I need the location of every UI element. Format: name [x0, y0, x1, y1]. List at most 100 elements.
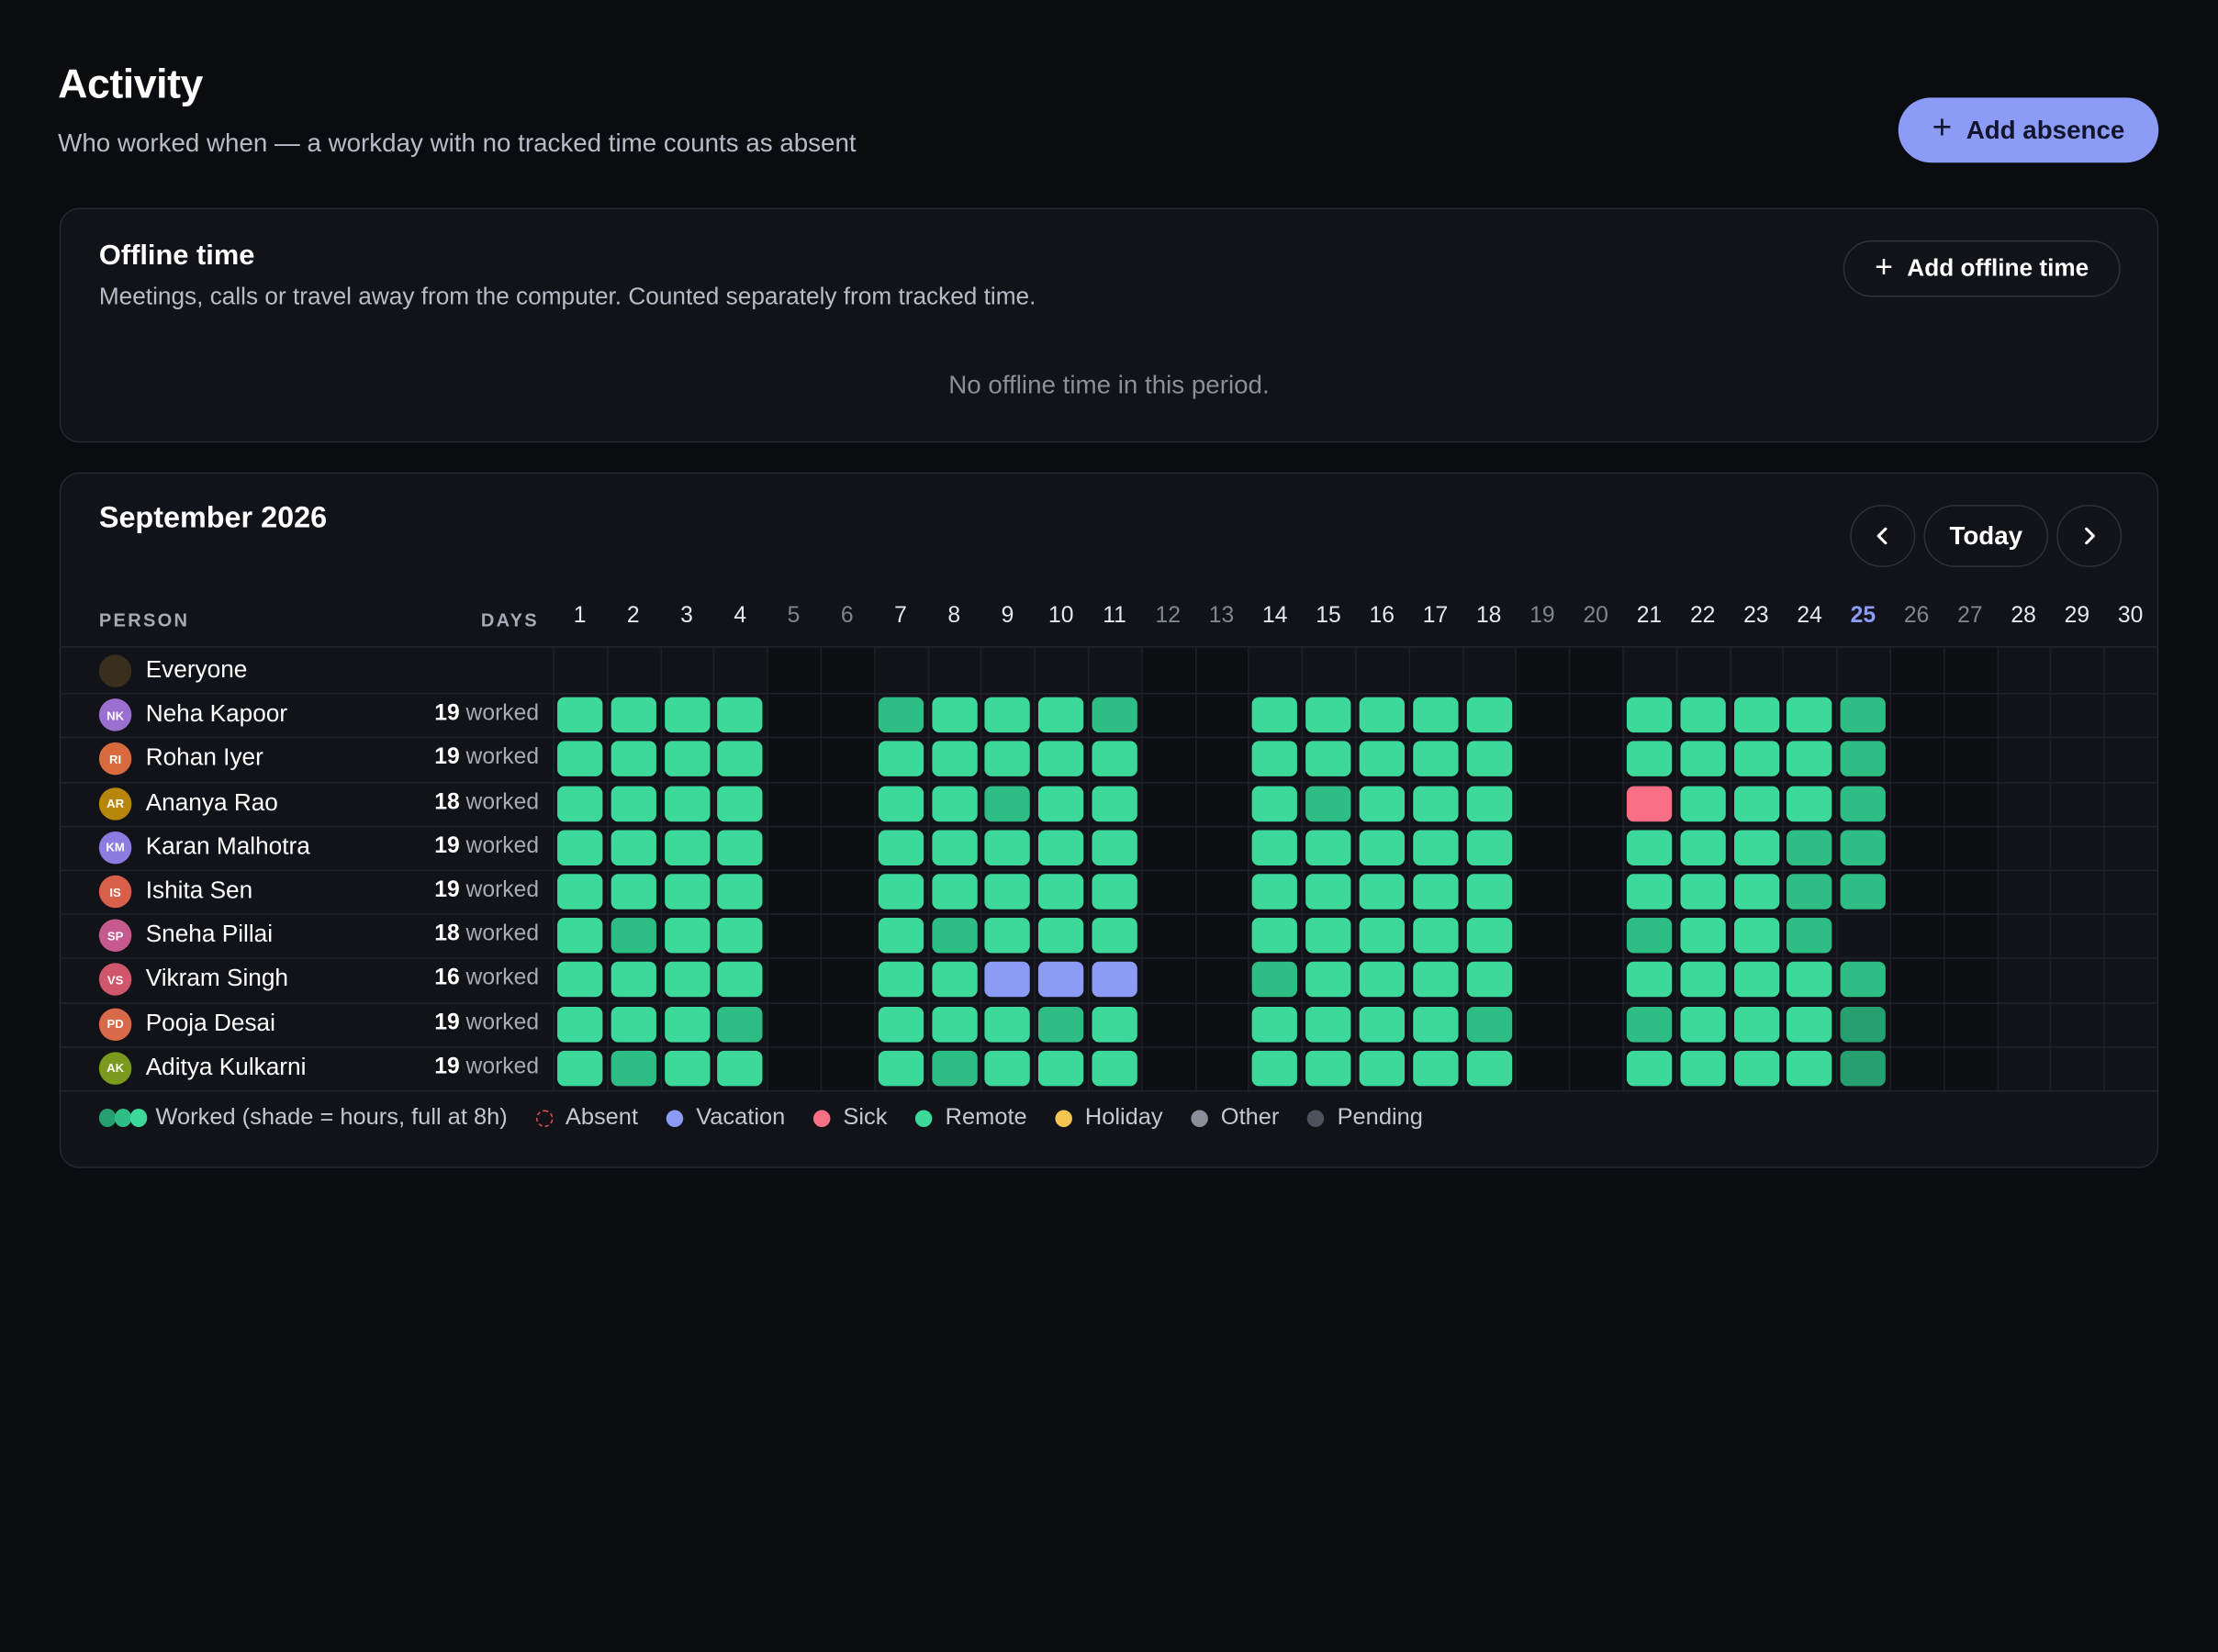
day-cell[interactable]	[1412, 918, 1459, 954]
day-cell[interactable]	[1038, 741, 1084, 777]
day-cell[interactable]	[878, 697, 924, 733]
day-cell[interactable]	[1680, 830, 1726, 865]
person-row[interactable]: RI Rohan Iyer 19 worked	[61, 737, 553, 781]
day-cell[interactable]	[1359, 830, 1406, 865]
day-cell[interactable]	[557, 918, 603, 954]
day-cell[interactable]	[1038, 697, 1084, 733]
day-cell[interactable]	[1733, 1006, 1779, 1042]
day-cell[interactable]	[878, 874, 924, 910]
day-cell[interactable]	[878, 741, 924, 777]
day-cell[interactable]	[1252, 786, 1298, 821]
day-cell[interactable]	[878, 786, 924, 821]
day-cell[interactable]	[1626, 786, 1673, 821]
day-cell[interactable]	[1359, 786, 1406, 821]
day-cell[interactable]	[664, 741, 710, 777]
day-cell[interactable]	[1680, 1006, 1726, 1042]
day-cell[interactable]	[1038, 786, 1084, 821]
day-cell[interactable]	[1092, 1050, 1137, 1087]
day-cell[interactable]	[1305, 962, 1351, 998]
day-cell[interactable]	[1466, 1006, 1512, 1042]
day-cell[interactable]	[931, 830, 978, 865]
day-cell[interactable]	[1305, 741, 1351, 777]
day-cell[interactable]	[717, 918, 764, 954]
day-cell[interactable]	[1840, 1050, 1887, 1087]
day-cell[interactable]	[1733, 918, 1779, 954]
day-cell[interactable]	[611, 1050, 656, 1087]
day-cell[interactable]	[1626, 918, 1673, 954]
day-cell[interactable]	[664, 874, 710, 910]
next-month-button[interactable]	[2056, 505, 2123, 567]
day-cell[interactable]	[878, 918, 924, 954]
day-cell[interactable]	[1733, 1050, 1779, 1087]
day-cell[interactable]	[1359, 697, 1406, 733]
day-cell[interactable]	[1305, 697, 1351, 733]
day-cell[interactable]	[557, 830, 603, 865]
day-cell[interactable]	[611, 830, 656, 865]
day-cell[interactable]	[1466, 786, 1512, 821]
day-cell[interactable]	[1466, 874, 1512, 910]
day-cell[interactable]	[664, 1050, 710, 1087]
day-cell[interactable]	[984, 918, 1031, 954]
day-cell[interactable]	[1412, 741, 1459, 777]
day-cell[interactable]	[1305, 1050, 1351, 1087]
day-cell[interactable]	[1092, 786, 1137, 821]
day-cell[interactable]	[1038, 1006, 1084, 1042]
day-cell[interactable]	[1626, 962, 1673, 998]
day-cell[interactable]	[984, 786, 1031, 821]
day-cell[interactable]	[984, 874, 1031, 910]
day-cell[interactable]	[931, 962, 978, 998]
person-row[interactable]: NK Neha Kapoor 19 worked	[61, 693, 553, 737]
day-cell[interactable]	[1252, 874, 1298, 910]
day-cell[interactable]	[1626, 1006, 1673, 1042]
day-cell[interactable]	[1787, 1050, 1832, 1087]
day-cell[interactable]	[1466, 962, 1512, 998]
day-cell[interactable]	[664, 830, 710, 865]
day-cell[interactable]	[1359, 874, 1406, 910]
day-cell[interactable]	[1733, 874, 1779, 910]
day-cell[interactable]	[611, 741, 656, 777]
day-cell[interactable]	[1038, 830, 1084, 865]
day-cell[interactable]	[664, 962, 710, 998]
day-cell[interactable]	[664, 1006, 710, 1042]
day-cell[interactable]	[1092, 830, 1137, 865]
day-cell[interactable]	[1092, 1006, 1137, 1042]
day-cell[interactable]	[1092, 918, 1137, 954]
day-cell[interactable]	[1733, 962, 1779, 998]
day-cell[interactable]	[1305, 830, 1351, 865]
day-cell[interactable]	[984, 1006, 1031, 1042]
day-cell[interactable]	[931, 874, 978, 910]
day-cell[interactable]	[931, 918, 978, 954]
person-row[interactable]: IS Ishita Sen 19 worked	[61, 870, 553, 914]
day-cell[interactable]	[931, 741, 978, 777]
day-cell[interactable]	[557, 1050, 603, 1087]
day-cell[interactable]	[1252, 741, 1298, 777]
day-cell[interactable]	[1680, 697, 1726, 733]
day-cell[interactable]	[1412, 830, 1459, 865]
day-cell[interactable]	[1680, 874, 1726, 910]
day-cell[interactable]	[717, 830, 764, 865]
day-cell[interactable]	[611, 697, 656, 733]
day-cell[interactable]	[1733, 786, 1779, 821]
day-cell[interactable]	[1466, 830, 1512, 865]
day-cell[interactable]	[717, 697, 764, 733]
day-cell[interactable]	[1733, 830, 1779, 865]
day-cell[interactable]	[1038, 1050, 1084, 1087]
day-cell[interactable]	[1359, 1006, 1406, 1042]
person-row[interactable]: SP Sneha Pillai 18 worked	[61, 914, 553, 958]
day-cell[interactable]	[1305, 1006, 1351, 1042]
person-row[interactable]: PD Pooja Desai 19 worked	[61, 1002, 553, 1046]
day-cell[interactable]	[1252, 697, 1298, 733]
day-cell[interactable]	[1252, 918, 1298, 954]
day-cell[interactable]	[1412, 1050, 1459, 1087]
today-button[interactable]: Today	[1923, 505, 2049, 567]
day-cell[interactable]	[664, 697, 710, 733]
day-cell[interactable]	[1305, 786, 1351, 821]
day-cell[interactable]	[1626, 830, 1673, 865]
previous-month-button[interactable]	[1850, 505, 1916, 567]
day-cell[interactable]	[1466, 918, 1512, 954]
day-cell[interactable]	[557, 1006, 603, 1042]
day-cell[interactable]	[1680, 786, 1726, 821]
day-cell[interactable]	[1787, 786, 1832, 821]
day-cell[interactable]	[1038, 874, 1084, 910]
day-cell[interactable]	[1626, 874, 1673, 910]
